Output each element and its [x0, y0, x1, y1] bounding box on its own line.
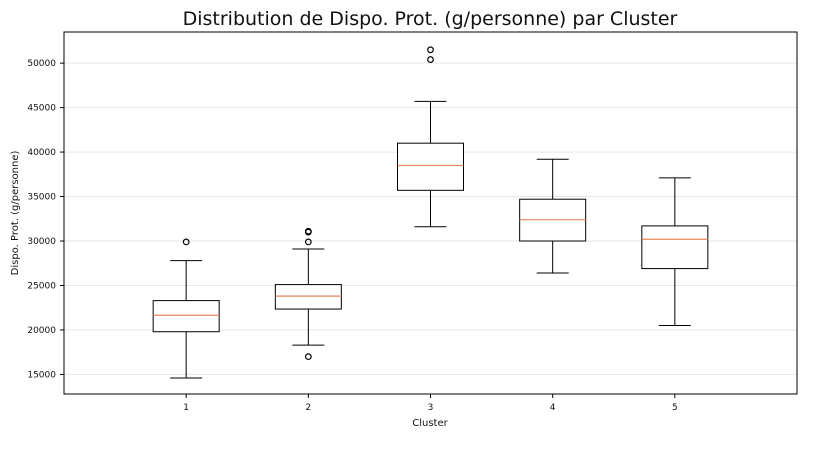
y-tick-label: 25000: [27, 281, 56, 291]
x-axis-label: Cluster: [412, 418, 448, 429]
iqr-box: [274, 284, 342, 310]
y-tick-label: 30000: [27, 237, 56, 247]
iqr-box: [397, 142, 464, 191]
y-tick-label: 40000: [27, 148, 56, 158]
iqr-box: [152, 300, 220, 333]
outlier-point: [304, 238, 312, 246]
box-layer: [152, 46, 709, 379]
box-group-cluster-1: [152, 238, 220, 379]
box-group-cluster-2: [274, 227, 342, 361]
y-tick-label: 20000: [27, 326, 56, 336]
iqr-box: [641, 225, 709, 270]
box-group-cluster-3: [397, 46, 464, 228]
x-tick-label: 3: [428, 403, 434, 413]
x-tick-label: 1: [183, 403, 189, 413]
y-tick-label: 35000: [27, 193, 56, 203]
y-axis-label: Dispo. Prot. (g/personne): [10, 151, 21, 276]
tick-layer: 15000 20000 25000 30000 35000 40000 45000 50000…: [27, 59, 677, 413]
outlier-point: [427, 56, 434, 63]
x-tick-label: 5: [672, 403, 678, 413]
outlier-point: [427, 46, 434, 54]
x-tick-label: 4: [550, 403, 556, 413]
y-tick-label: 45000: [27, 104, 56, 114]
x-tick-label: 2: [305, 403, 311, 413]
y-tick-label: 50000: [27, 59, 56, 69]
outlier-point: [182, 238, 190, 246]
outlier-point: [304, 353, 312, 361]
chart-title: Distribution de Dispo. Prot. (g/personne…: [183, 8, 678, 30]
outlier-point: [304, 227, 312, 235]
box-group-cluster-4: [519, 158, 587, 274]
box-group-cluster-5: [641, 177, 709, 327]
y-tick-label: 15000: [27, 370, 56, 380]
